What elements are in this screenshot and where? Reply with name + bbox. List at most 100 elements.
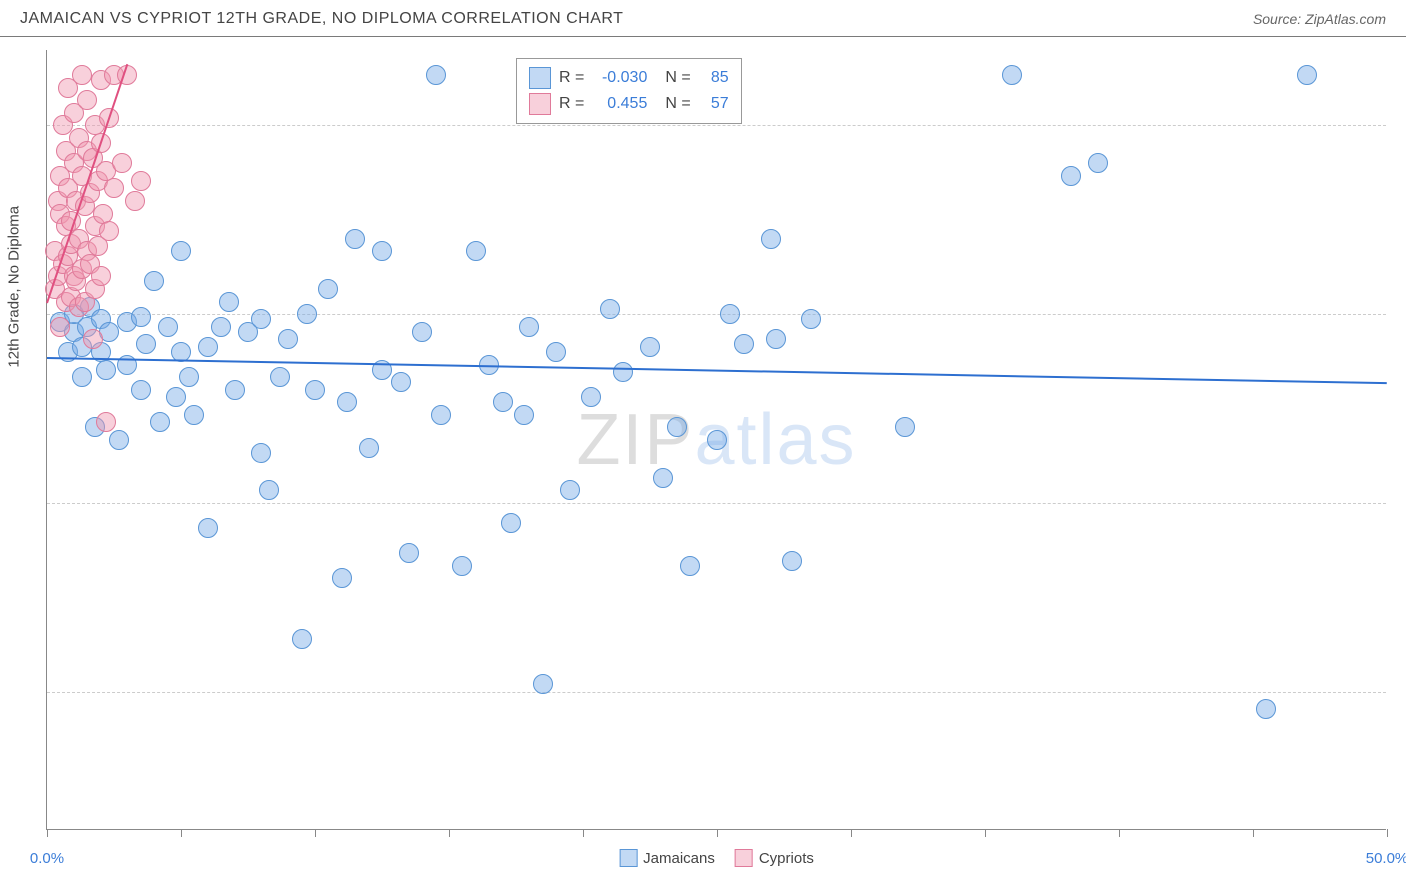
legend-r-value: 0.455 bbox=[592, 95, 647, 113]
legend-label: Jamaicans bbox=[643, 850, 715, 867]
x-tick-label: 0.0% bbox=[30, 850, 64, 867]
data-point bbox=[1002, 65, 1022, 85]
x-tick bbox=[583, 829, 584, 837]
data-point bbox=[801, 309, 821, 329]
source-label: Source: bbox=[1253, 11, 1305, 27]
source-name: ZipAtlas.com bbox=[1305, 11, 1386, 27]
chart-title: JAMAICAN VS CYPRIOT 12TH GRADE, NO DIPLO… bbox=[20, 10, 623, 28]
legend-item: Cypriots bbox=[735, 849, 814, 867]
data-point bbox=[1088, 153, 1108, 173]
data-point bbox=[426, 65, 446, 85]
data-point bbox=[166, 387, 186, 407]
data-point bbox=[136, 334, 156, 354]
data-point bbox=[452, 556, 472, 576]
gridline bbox=[47, 503, 1386, 504]
data-point bbox=[680, 556, 700, 576]
data-point bbox=[131, 307, 151, 327]
legend-n-label: N = bbox=[665, 69, 690, 87]
x-tick-label: 50.0% bbox=[1366, 850, 1406, 867]
data-point bbox=[720, 304, 740, 324]
data-point bbox=[184, 405, 204, 425]
watermark-part1: ZIP bbox=[576, 400, 694, 480]
data-point bbox=[198, 518, 218, 538]
data-point bbox=[707, 430, 727, 450]
data-point bbox=[131, 380, 151, 400]
data-point bbox=[581, 387, 601, 407]
legend-swatch bbox=[735, 849, 753, 867]
scatter-chart: ZIPatlas 77.5%85.0%92.5%100.0%0.0%50.0%R… bbox=[46, 50, 1386, 830]
data-point bbox=[640, 337, 660, 357]
data-point bbox=[466, 241, 486, 261]
data-point bbox=[305, 380, 325, 400]
data-point bbox=[198, 337, 218, 357]
data-point bbox=[412, 322, 432, 342]
gridline bbox=[47, 692, 1386, 693]
data-point bbox=[125, 191, 145, 211]
data-point bbox=[171, 241, 191, 261]
legend-n-value: 57 bbox=[699, 95, 729, 113]
data-point bbox=[225, 380, 245, 400]
data-point bbox=[150, 412, 170, 432]
x-tick bbox=[1119, 829, 1120, 837]
legend-row: R =-0.030N =85 bbox=[529, 65, 729, 91]
data-point bbox=[546, 342, 566, 362]
legend-row: R = 0.455 N = 57 bbox=[529, 91, 729, 117]
legend-n-label: N = bbox=[665, 95, 690, 113]
x-tick bbox=[1387, 829, 1388, 837]
data-point bbox=[72, 65, 92, 85]
data-point bbox=[514, 405, 534, 425]
legend-n-value: 85 bbox=[699, 69, 729, 87]
data-point bbox=[144, 271, 164, 291]
y-tick-label: 77.5% bbox=[1396, 683, 1406, 700]
legend-swatch bbox=[529, 93, 551, 115]
legend-swatch bbox=[529, 67, 551, 89]
series-legend: Jamaicans Cypriots bbox=[619, 849, 814, 867]
data-point bbox=[1256, 699, 1276, 719]
legend-r-label: R = bbox=[559, 95, 584, 113]
data-point bbox=[399, 543, 419, 563]
y-tick-label: 92.5% bbox=[1396, 306, 1406, 323]
data-point bbox=[50, 317, 70, 337]
data-point bbox=[600, 299, 620, 319]
data-point bbox=[391, 372, 411, 392]
chart-header: JAMAICAN VS CYPRIOT 12TH GRADE, NO DIPLO… bbox=[0, 0, 1406, 37]
data-point bbox=[895, 417, 915, 437]
gridline bbox=[47, 314, 1386, 315]
data-point bbox=[91, 266, 111, 286]
data-point bbox=[219, 292, 239, 312]
data-point bbox=[292, 629, 312, 649]
data-point bbox=[104, 178, 124, 198]
data-point bbox=[501, 513, 521, 533]
data-point bbox=[782, 551, 802, 571]
x-tick bbox=[717, 829, 718, 837]
source-attribution: Source: ZipAtlas.com bbox=[1253, 11, 1386, 27]
data-point bbox=[560, 480, 580, 500]
data-point bbox=[83, 329, 103, 349]
data-point bbox=[359, 438, 379, 458]
data-point bbox=[297, 304, 317, 324]
data-point bbox=[109, 430, 129, 450]
x-tick bbox=[985, 829, 986, 837]
data-point bbox=[211, 317, 231, 337]
y-tick-label: 85.0% bbox=[1396, 494, 1406, 511]
data-point bbox=[251, 443, 271, 463]
data-point bbox=[131, 171, 151, 191]
y-tick-label: 100.0% bbox=[1396, 117, 1406, 134]
legend-r-value: -0.030 bbox=[592, 69, 647, 87]
data-point bbox=[112, 153, 132, 173]
x-tick bbox=[449, 829, 450, 837]
data-point bbox=[431, 405, 451, 425]
data-point bbox=[667, 417, 687, 437]
data-point bbox=[734, 334, 754, 354]
gridline bbox=[47, 125, 1386, 126]
x-tick bbox=[315, 829, 316, 837]
x-tick bbox=[851, 829, 852, 837]
data-point bbox=[77, 90, 97, 110]
data-point bbox=[653, 468, 673, 488]
data-point bbox=[96, 412, 116, 432]
data-point bbox=[270, 367, 290, 387]
x-tick bbox=[47, 829, 48, 837]
legend-label: Cypriots bbox=[759, 850, 814, 867]
data-point bbox=[259, 480, 279, 500]
y-axis-label: 12th Grade, No Diploma bbox=[6, 206, 23, 368]
